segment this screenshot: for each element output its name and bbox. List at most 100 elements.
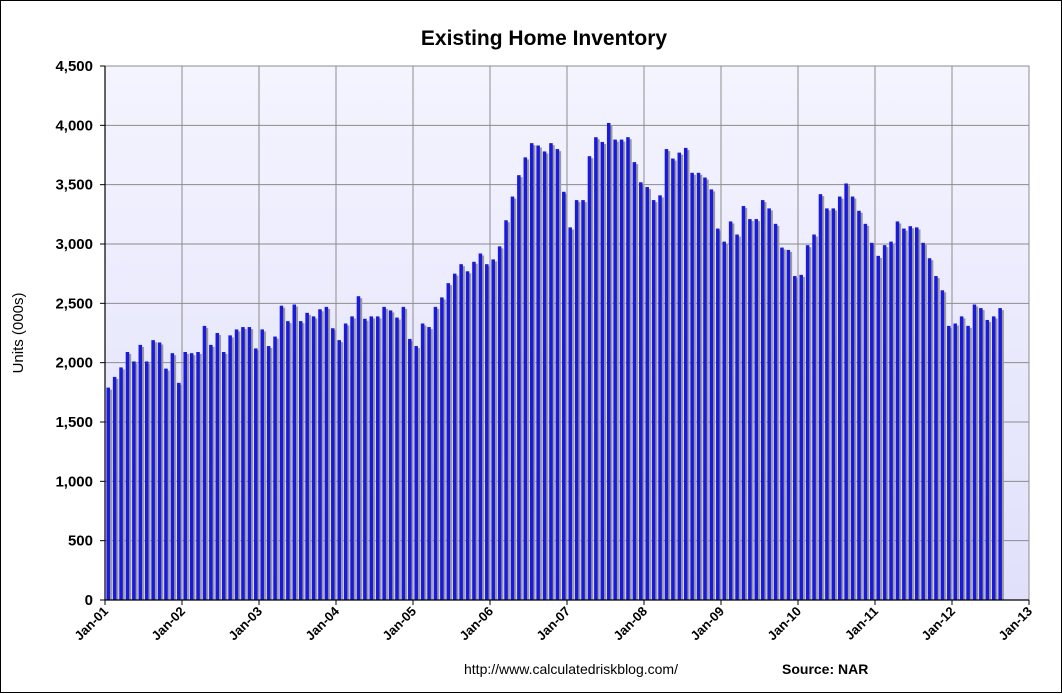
bar-shadow xyxy=(127,353,132,600)
bar-shadow xyxy=(679,154,684,601)
x-tick-labels: Jan-01 Jan-02 Jan-03 Jan-04 Jan-05 Jan-06 Jan-… xyxy=(71,603,1035,643)
bar-shadow xyxy=(846,185,850,601)
bar xyxy=(972,304,977,600)
bar-shadow xyxy=(762,202,767,601)
bar xyxy=(966,325,970,600)
bar xyxy=(568,227,572,601)
bar-shadow xyxy=(467,273,472,600)
bar xyxy=(369,316,374,600)
bar xyxy=(311,316,316,600)
bar-shadow xyxy=(352,318,356,600)
x-tick-label: Jan-09 xyxy=(687,604,727,644)
bar-shadow xyxy=(865,225,870,600)
bar-shadow xyxy=(859,212,863,601)
bar xyxy=(183,351,187,600)
bar xyxy=(850,196,855,601)
x-tick-label: Jan-06 xyxy=(456,604,496,644)
bar-shadow xyxy=(377,318,382,600)
bar-shadow xyxy=(185,353,189,600)
bar-shadow xyxy=(993,318,998,600)
bar xyxy=(112,376,117,600)
x-tick-label: Jan-03 xyxy=(225,604,265,644)
bar-shadow xyxy=(1000,310,1004,600)
bar-shadow xyxy=(191,355,196,600)
bar xyxy=(356,296,361,600)
bar xyxy=(132,361,136,600)
bar xyxy=(446,283,451,600)
bar-shadow xyxy=(390,312,395,600)
bar-shadow xyxy=(718,230,722,600)
bar-shadow xyxy=(204,327,209,600)
bar-shadow xyxy=(499,248,504,600)
bar xyxy=(805,245,810,601)
bar-shadow xyxy=(480,255,485,600)
bar xyxy=(247,327,252,600)
bar xyxy=(639,182,643,600)
bar xyxy=(408,338,412,600)
bar xyxy=(286,321,290,600)
bar xyxy=(959,316,964,600)
bar xyxy=(337,340,341,600)
bar-shadow xyxy=(769,210,773,600)
bars xyxy=(106,122,1004,601)
bar xyxy=(735,234,739,601)
bar-shadow xyxy=(936,278,940,600)
bar xyxy=(812,234,816,601)
source-url: http://www.calculatedriskblog.com/ xyxy=(464,661,678,677)
x-tick-label: Jan-01 xyxy=(71,604,111,644)
bar-shadow xyxy=(904,230,908,600)
bar-shadow xyxy=(146,363,151,600)
bar-shadow xyxy=(326,308,331,600)
x-tick-label: Jan-04 xyxy=(302,603,342,643)
bar-shadow xyxy=(153,342,157,600)
bar xyxy=(991,316,996,600)
bar-shadow xyxy=(345,325,350,600)
bar xyxy=(581,200,585,601)
bar-shadow xyxy=(685,149,690,600)
bar-shadow xyxy=(429,329,433,600)
bar xyxy=(793,276,797,600)
y-axis-label: Units (000s) xyxy=(10,293,27,374)
y-tick-label: 0 xyxy=(85,592,93,609)
bar-shadow xyxy=(730,223,735,600)
y-tick-label: 3,500 xyxy=(55,177,93,194)
y-tick-labels: 0 500 1,000 1,500 2,000 2,500 3,000 3,500 4,000 4… xyxy=(55,58,93,609)
bar-shadow xyxy=(448,285,453,600)
bar-shadow xyxy=(641,184,645,600)
bar-shadow xyxy=(268,348,273,600)
bar xyxy=(144,361,149,600)
bar-shadow xyxy=(403,308,408,600)
bar xyxy=(600,141,605,601)
bar xyxy=(452,273,457,600)
bar xyxy=(119,367,123,600)
bar-shadow xyxy=(615,141,619,600)
bar xyxy=(664,149,669,601)
x-tick-label: Jan-02 xyxy=(148,604,188,644)
bar xyxy=(542,151,547,600)
bar xyxy=(433,306,438,600)
bar xyxy=(414,346,418,600)
bar xyxy=(934,276,938,600)
x-tick-label: Jan-05 xyxy=(379,604,419,644)
bar-shadow xyxy=(422,325,427,600)
bar-shadow xyxy=(839,198,844,601)
chart-title: Existing Home Inventory xyxy=(421,27,668,50)
bar-shadow xyxy=(897,223,902,600)
bar-shadow xyxy=(711,191,716,600)
bar xyxy=(831,208,836,600)
bar-shadow xyxy=(929,260,934,600)
bar-shadow xyxy=(358,298,363,600)
bar xyxy=(825,208,829,600)
bar xyxy=(164,368,168,600)
bar-shadow xyxy=(576,202,581,601)
bar xyxy=(728,221,733,600)
bar xyxy=(363,318,367,600)
bar-shadow xyxy=(384,308,388,600)
bar-shadow xyxy=(230,337,234,600)
bar-shadow xyxy=(570,229,574,601)
bar-shadow xyxy=(313,318,318,600)
bar xyxy=(696,172,701,601)
bar-shadow xyxy=(544,153,549,600)
bar xyxy=(138,344,143,600)
bar xyxy=(882,245,887,601)
